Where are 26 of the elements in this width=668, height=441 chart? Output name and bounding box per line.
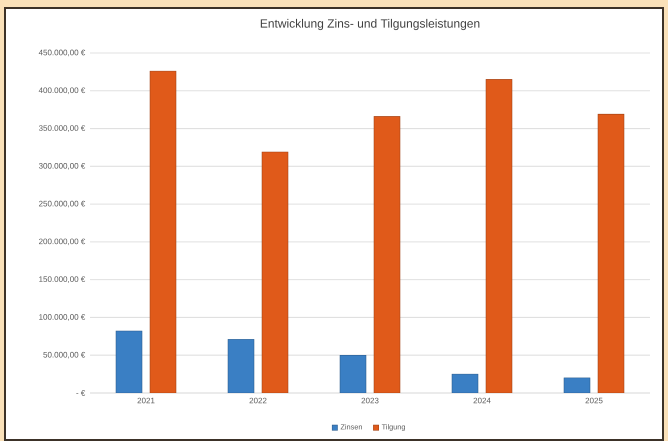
chart-title: Entwicklung Zins- und Tilgungsleistungen [260, 18, 480, 30]
y-tick-label: 400.000,00 € [38, 87, 86, 94]
bar [564, 378, 590, 393]
y-tick-label: 50.000,00 € [43, 352, 86, 359]
bar [340, 354, 366, 393]
y-tick-label: 200.000,00 € [38, 238, 86, 246]
y-tick-label: 100.000,00 € [39, 314, 86, 321]
bar [228, 339, 254, 393]
y-tick-label: 350.000,00 € [38, 125, 86, 132]
y-tick-label: 450.000,00 € [38, 50, 86, 56]
y-tick-label: 250.000,00 € [38, 200, 86, 208]
bar [262, 152, 288, 393]
x-tick-label: 2023 [362, 398, 379, 404]
bar [374, 116, 400, 393]
y-tick-label: 300.000,00 € [38, 163, 86, 170]
x-tick-label: 2025 [586, 398, 603, 404]
x-tick-label: 2021 [138, 398, 155, 404]
y-tick-label: 150.000,00 € [39, 276, 86, 283]
bar [452, 374, 478, 393]
x-tick-label: 2024 [474, 398, 491, 404]
bar [150, 70, 176, 393]
bar [598, 114, 624, 393]
bar [486, 79, 512, 393]
x-tick-label: 2022 [250, 398, 267, 404]
bar [116, 330, 142, 393]
y-tick-label: - € [76, 390, 86, 396]
